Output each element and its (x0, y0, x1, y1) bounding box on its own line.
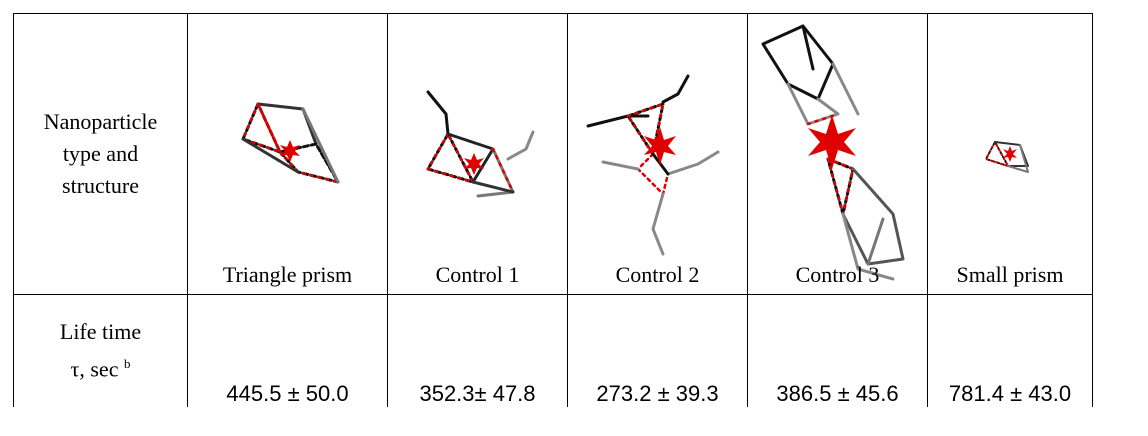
dye-star-icon (808, 115, 856, 169)
lifetime-table: Nanoparticle type and structure (13, 13, 1093, 407)
dye-star-icon (280, 140, 300, 162)
small-prism-structure-image (985, 141, 1029, 173)
row-header-line: τ, sec b (14, 348, 187, 385)
lifetime-value: 445.5 ± 50.0 (187, 294, 388, 407)
control-3-structure-image (761, 24, 905, 281)
footnote-marker: b (123, 356, 131, 372)
control-1-structure-image (426, 90, 535, 198)
row-header-line: Life time (59, 319, 142, 345)
cell-control-1: Control 1 (387, 13, 568, 295)
lifetime-value: 273.2 ± 39.3 (567, 294, 748, 407)
cell-control-3: Control 3 (747, 13, 928, 295)
structure-row-header: Nanoparticle type and structure (13, 13, 188, 295)
control-2-structure-image (586, 74, 720, 256)
structure-label: Control 1 (435, 262, 520, 287)
cell-control-2: Control 2 (567, 13, 748, 295)
lifetime-row-header: Life time τ, sec b (13, 294, 188, 407)
triangle-prism-structure-image (241, 102, 340, 184)
lifetime-value: 781.4 ± 43.0 (927, 294, 1093, 407)
dye-star-icon (464, 153, 484, 175)
structure-label: Control 2 (615, 262, 700, 287)
structure-label: Small prism (956, 262, 1064, 287)
tau-label: τ, sec (70, 356, 119, 382)
cell-triangle-prism: Triangle prism (187, 13, 388, 295)
row-header-line: type and (62, 141, 139, 166)
row-header-line: structure (62, 173, 139, 198)
row-header-line: Nanoparticle (43, 109, 158, 134)
dye-star-icon (644, 127, 676, 165)
structure-label: Triangle prism (222, 262, 353, 287)
lifetime-value: 352.3± 47.8 (387, 294, 568, 407)
cell-small-prism: Small prism (927, 13, 1093, 295)
dye-star-icon (1003, 146, 1017, 162)
lifetime-value: 386.5 ± 45.6 (747, 294, 928, 407)
structure-label: Control 3 (795, 262, 880, 287)
